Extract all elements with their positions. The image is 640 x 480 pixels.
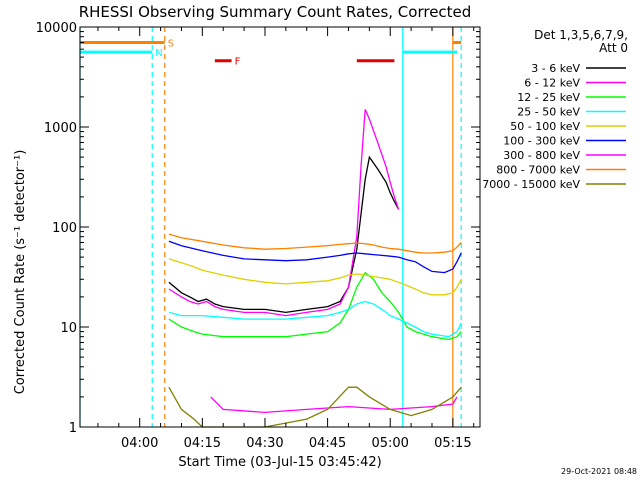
y-axis-label: Corrected Count Rate (s⁻¹ detector⁻¹) bbox=[13, 150, 28, 395]
legend-label-7: 800 - 7000 keV bbox=[496, 164, 580, 177]
series-line-7 bbox=[168, 233, 462, 254]
x-tick-label-2: 04:30 bbox=[246, 436, 283, 451]
flag-and-vline-layer: SN F bbox=[79, 27, 462, 427]
series-layer bbox=[168, 109, 462, 428]
series-line-0 bbox=[168, 155, 400, 314]
flag-f-label: F bbox=[235, 57, 241, 68]
legend-label-2: 12 - 25 keV bbox=[517, 91, 580, 104]
legend: Det 1,3,5,6,7,9, Att 0 3 - 6 keV 6 - 12 k… bbox=[482, 28, 628, 191]
legend-label-8: 7000 - 15000 keV bbox=[482, 178, 580, 191]
y-tick-label-0: 1 bbox=[69, 421, 77, 436]
legend-label-1: 6 - 12 keV bbox=[524, 77, 580, 90]
x-tick-label-5: 05:15 bbox=[434, 436, 471, 451]
legend-label-5: 100 - 300 keV bbox=[503, 135, 580, 148]
series-line-5 bbox=[168, 240, 462, 274]
y-tick-label-3: 1000 bbox=[44, 121, 77, 136]
y-tick-label-2: 100 bbox=[52, 221, 77, 236]
chart-title: RHESSI Observing Summary Count Rates, Co… bbox=[79, 3, 472, 21]
series-line-1 bbox=[168, 109, 400, 317]
series-line-4 bbox=[168, 258, 462, 296]
y-tick-label-4: 10000 bbox=[36, 21, 77, 36]
flag-n-label: N bbox=[155, 48, 162, 59]
y-tick-label-1: 10 bbox=[60, 321, 77, 336]
legend-header-1: Det 1,3,5,6,7,9, bbox=[534, 28, 628, 42]
legend-label-0: 3 - 6 keV bbox=[531, 62, 580, 75]
x-axis-label: Start Time (03-Jul-15 03:45:42) bbox=[178, 455, 381, 470]
series-line-3 bbox=[168, 300, 462, 338]
series-line-6 bbox=[210, 396, 458, 414]
legend-label-6: 300 - 800 keV bbox=[503, 149, 580, 162]
series-line-8 bbox=[168, 386, 462, 428]
legend-label-3: 25 - 50 keV bbox=[517, 106, 580, 119]
legend-label-4: 50 - 100 keV bbox=[510, 120, 580, 133]
axes-layer: 1 10 100 1000 10000 04:00 04:15 04:30 04:45 05:00… bbox=[36, 21, 480, 451]
x-tick-label-1: 04:15 bbox=[184, 436, 221, 451]
x-tick-label-3: 04:45 bbox=[309, 436, 346, 451]
footer-timestamp: 29-Oct-2021 08:48 bbox=[561, 467, 637, 476]
legend-header-2: Att 0 bbox=[599, 41, 628, 55]
series-line-2 bbox=[168, 271, 462, 341]
x-tick-label-0: 04:00 bbox=[121, 436, 158, 451]
flag-s-label: S bbox=[168, 38, 174, 49]
x-tick-label-4: 05:00 bbox=[371, 436, 408, 451]
